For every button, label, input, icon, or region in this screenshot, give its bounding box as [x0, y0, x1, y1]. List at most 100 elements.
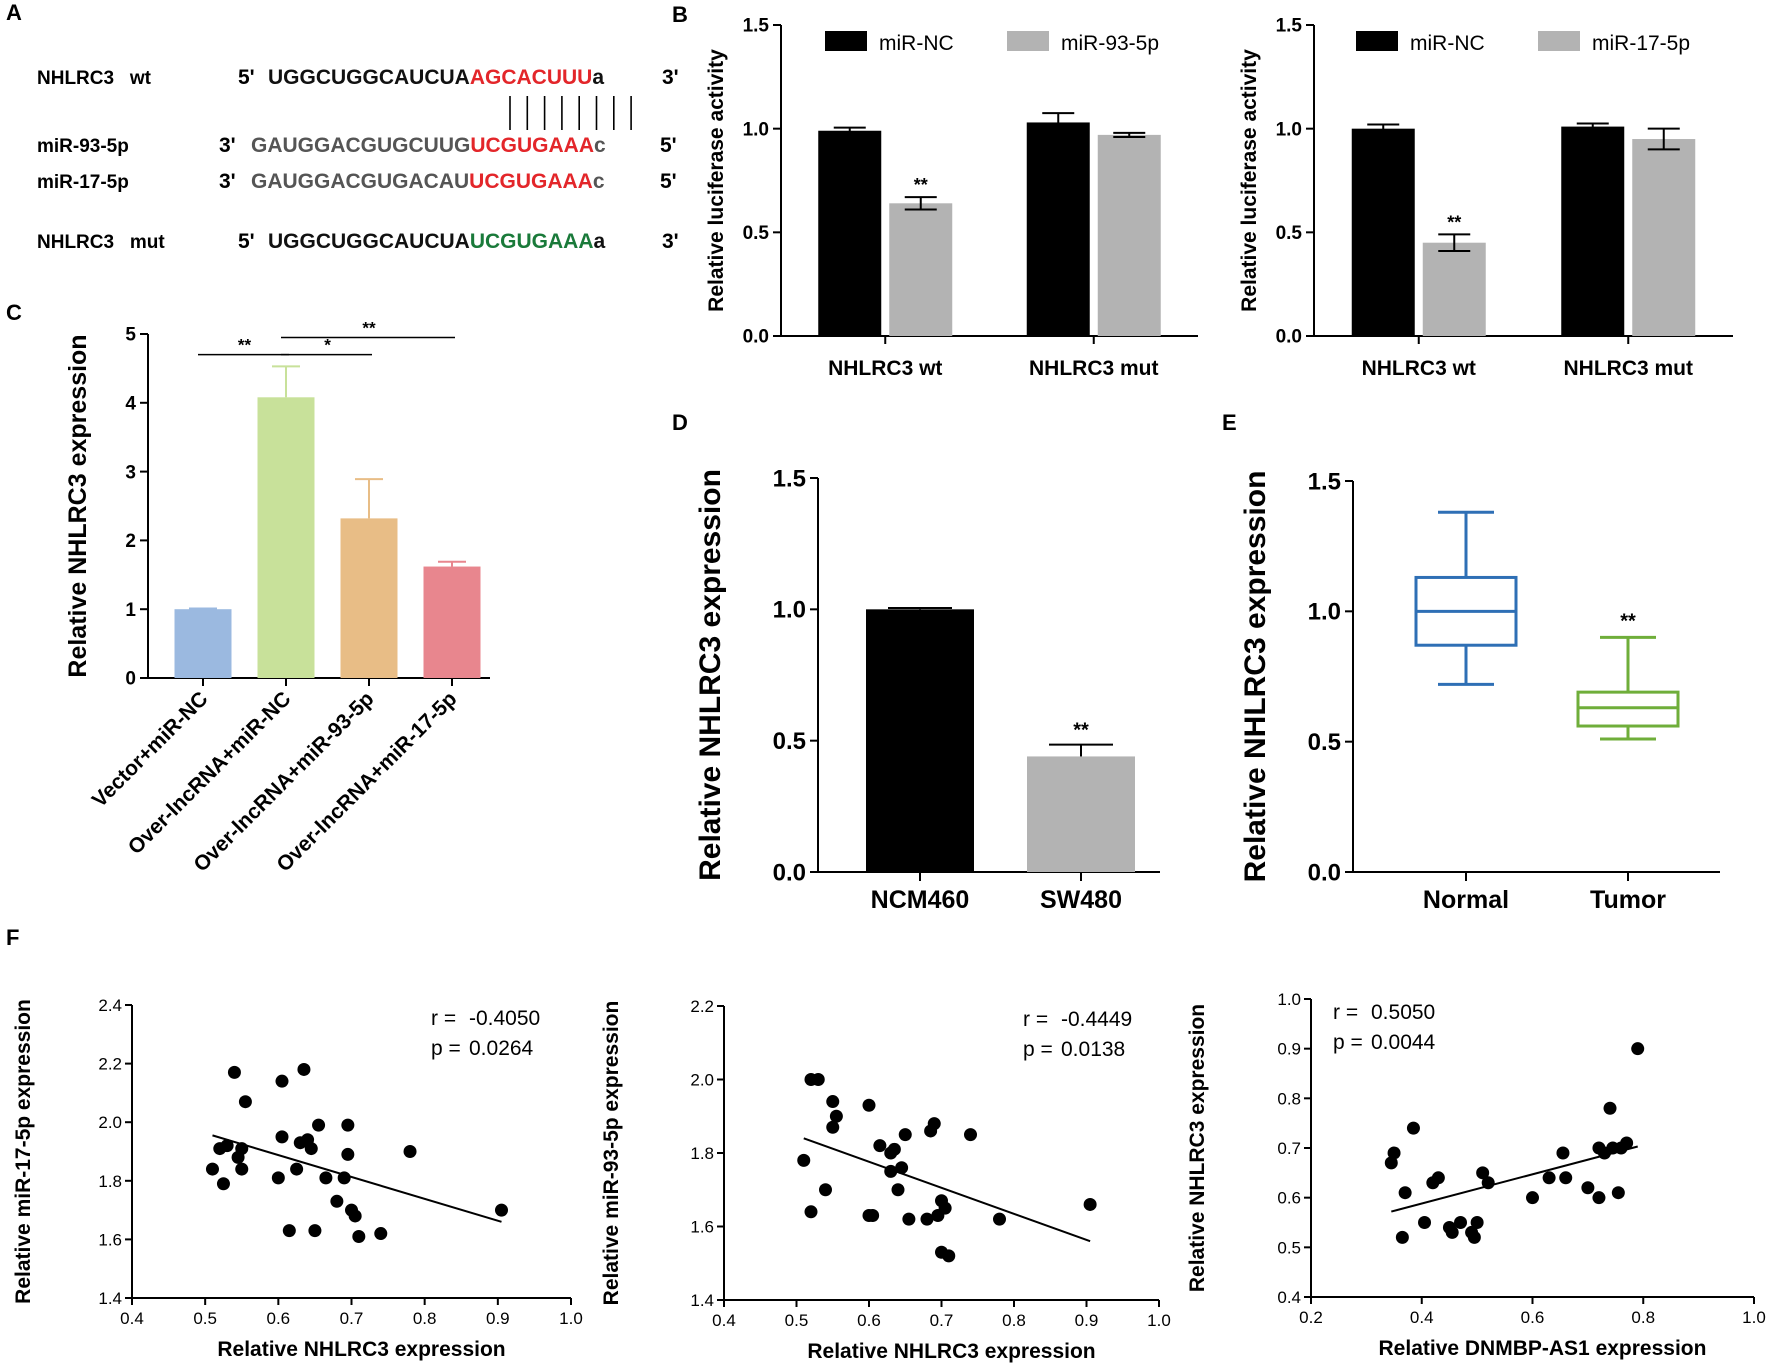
x-tick-label: 0.8	[413, 1309, 437, 1328]
x-tick-label: NHLRC3 wt	[828, 357, 942, 380]
scatter-point	[352, 1229, 366, 1243]
y-tick-label: 0.4	[1277, 1288, 1301, 1307]
bar	[174, 609, 232, 678]
scatter-point	[1620, 1136, 1634, 1150]
bar	[1422, 242, 1486, 336]
seq-prime-right: 3'	[662, 66, 679, 89]
seq-row-name: miR-93-5p	[37, 136, 129, 157]
chart-f1-scatter: 1.4 1.6 1.8 2.0 2.2 2.4 0.4 0.5 0.6 0.7 0.8 0.9 1.0 R…	[12, 996, 583, 1361]
bar	[1026, 122, 1090, 337]
y-tick-label: 0.5	[743, 223, 770, 244]
y-tick-label: 1.0	[1277, 990, 1301, 1009]
scatter-point	[1476, 1166, 1490, 1180]
x-tick-label: 0.7	[340, 1309, 364, 1328]
bar	[866, 609, 974, 872]
significance-mark: **	[238, 336, 252, 355]
chart-d-cell-lines: 0.0 0.5 1.0 1.5 Relative NHLRC3 expression NC…	[694, 465, 1160, 914]
scatter-point	[927, 1117, 941, 1131]
r-label: r =	[1023, 1008, 1048, 1031]
seq-prime-right: 3'	[662, 230, 679, 253]
legend-swatch	[1356, 31, 1398, 51]
bar	[1632, 139, 1696, 336]
y-tick-label: 0.5	[1277, 1238, 1301, 1257]
y-axis-label: Relative miR-93-5p expression	[600, 1001, 623, 1306]
y-tick-label: 0.0	[773, 859, 806, 886]
scatter-point	[866, 1208, 880, 1222]
scatter-point	[891, 1183, 905, 1197]
seq-segment: c	[594, 134, 606, 157]
seq-segment: a	[592, 66, 604, 89]
x-tick-label: 0.4	[1410, 1308, 1434, 1327]
legend-swatch	[1538, 31, 1580, 51]
panel-label-a: A	[6, 0, 22, 25]
bar	[257, 397, 315, 678]
x-tick-label: 0.4	[120, 1309, 144, 1328]
significance-mark: **	[1447, 212, 1461, 232]
seq-row-name: miR-17-5p	[37, 172, 129, 193]
y-tick-label: 2.0	[690, 1071, 714, 1090]
seq-segment: AGCACUUU	[470, 66, 593, 89]
panel-label-c: C	[6, 300, 22, 325]
scatter-point	[1556, 1146, 1570, 1160]
scatter-point	[804, 1205, 818, 1219]
scatter-point	[304, 1142, 318, 1156]
chart-f3-scatter: 0.40.50.60.70.80.91.00.2 0.4 0.6 0.8 1.0Rela…	[1186, 990, 1766, 1360]
seq-prime-left: 3'	[219, 170, 236, 193]
y-tick-label: 1.0	[1308, 599, 1341, 626]
scatter-point	[348, 1209, 362, 1223]
scatter-point	[898, 1128, 912, 1142]
scatter-point	[862, 1098, 876, 1112]
bar	[1097, 134, 1161, 336]
x-tick-label: 0.8	[1631, 1308, 1655, 1327]
scatter-point	[819, 1183, 832, 1197]
x-tick-label: 0.4	[712, 1311, 736, 1330]
x-tick-label: 1.0	[1742, 1308, 1766, 1327]
legend-label: miR-NC	[879, 32, 954, 55]
scatter-point	[826, 1120, 840, 1134]
y-tick-label: 1.6	[690, 1218, 714, 1237]
y-tick-label: 1.5	[743, 16, 770, 37]
x-tick-label: 0.9	[1075, 1311, 1099, 1330]
scatter-point	[290, 1162, 304, 1176]
p-label: p =	[1333, 1031, 1363, 1054]
y-tick-label: 1.4	[98, 1289, 122, 1308]
y-tick-label: 1.0	[1276, 119, 1302, 140]
y-tick-label: 0.7	[1277, 1139, 1301, 1158]
legend-label: miR-NC	[1410, 32, 1485, 55]
scatter-point	[920, 1212, 934, 1226]
scatter-point	[1603, 1101, 1617, 1115]
scatter-point	[1398, 1186, 1412, 1200]
y-tick-label: 1	[125, 600, 136, 621]
panel-label-e: E	[1222, 410, 1237, 435]
y-tick-label: 1.5	[1308, 468, 1341, 495]
significance-mark: **	[1620, 610, 1636, 632]
scatter-point	[873, 1139, 887, 1153]
seq-segment: UGGCUGGCAUCUA	[268, 66, 470, 89]
seq-segment: UCGUGAAA	[470, 134, 594, 157]
seq-prime-left: 5'	[238, 230, 255, 253]
scatter-point	[374, 1227, 388, 1241]
seq-prime-left: 5'	[238, 66, 255, 89]
scatter-point	[829, 1109, 843, 1123]
x-tick-label: 1.0	[1147, 1311, 1171, 1330]
seq-segment: a	[594, 230, 606, 253]
panel-label-d: D	[672, 410, 688, 435]
seq-sequence: UGGCUGGCAUCUAUCGUGAAAa	[268, 230, 606, 253]
seq-row-mir-17-5p: miR-17-5p 3' GAUGGACGUGACAUUCGUGAAAc 5'	[37, 170, 677, 193]
scatter-point	[275, 1074, 289, 1088]
scatter-point	[238, 1095, 252, 1109]
y-tick-label: 0.0	[743, 327, 769, 348]
scatter-point	[942, 1249, 956, 1263]
y-tick-label: 1.0	[773, 597, 806, 624]
r-value: -0.4050	[469, 1007, 540, 1030]
seq-segment: GAUGGACGUGACAU	[251, 170, 469, 193]
bar	[1351, 128, 1415, 336]
y-tick-label: 2	[125, 531, 136, 552]
y-tick-label: 0.0	[1276, 327, 1302, 348]
scatter-point	[282, 1224, 296, 1238]
significance-mark: **	[914, 175, 928, 195]
x-tick-label: 0.8	[1002, 1311, 1026, 1330]
x-tick-label: 0.6	[267, 1309, 291, 1328]
y-tick-label: 0.8	[1277, 1089, 1301, 1108]
